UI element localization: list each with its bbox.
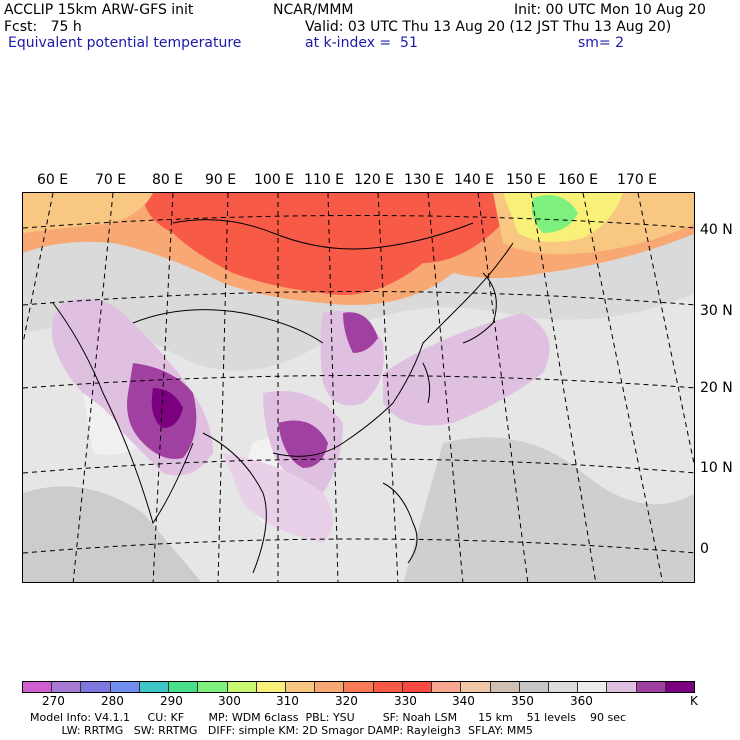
colorbar-swatch (285, 682, 316, 692)
colorbar-swatch (461, 682, 491, 692)
colorbar-swatch (110, 682, 140, 692)
lon-label: 120 E (354, 172, 395, 188)
colorbar-swatch (665, 682, 695, 692)
colorbar-swatch (402, 682, 433, 692)
colorbar-swatch (344, 682, 374, 692)
colorbar-swatch (81, 682, 111, 692)
colorbar-swatch (198, 682, 228, 692)
valid-time: Valid: 03 UTC Thu 13 Aug 20 (12 JST Thu … (305, 19, 672, 35)
colorbar-swatch (227, 682, 257, 692)
colorbar-tick: 280 (101, 694, 124, 708)
colorbar-swatch (519, 682, 549, 692)
lat-label: 40 N (700, 222, 733, 238)
lon-label: 110 E (304, 172, 345, 188)
colorbar-tick: 330 (394, 694, 417, 708)
model-title: ACCLIP 15km ARW-GFS init (4, 2, 194, 18)
lon-label: 140 E (454, 172, 495, 188)
forecast-hour: Fcst: 75 h (4, 19, 82, 35)
colorbar-tick: 340 (452, 694, 475, 708)
lat-label: 30 N (700, 303, 733, 319)
colorbar-swatch (52, 682, 82, 692)
colorbar-swatch (169, 682, 199, 692)
colorbar-tick: 310 (276, 694, 299, 708)
map-panel (22, 192, 695, 583)
colorbar-tick: 290 (160, 694, 183, 708)
colorbar-tick: 270 (42, 694, 65, 708)
lat-label: 10 N (700, 460, 733, 476)
colorbar-swatch (548, 682, 579, 692)
colorbar-swatch (23, 682, 53, 692)
colorbar-swatch (578, 682, 608, 692)
colorbar-tick: 320 (335, 694, 358, 708)
field-name: Equivalent potential temperature (8, 35, 242, 51)
lon-label: 100 E (254, 172, 295, 188)
level-index: at k-index = 51 (305, 35, 418, 51)
institution-label: NCAR/MMM (273, 2, 354, 18)
colorbar-tick: 300 (218, 694, 241, 708)
lon-label: 60 E (37, 172, 69, 188)
colorbar-swatch (607, 682, 637, 692)
lon-label: 170 E (617, 172, 658, 188)
lon-label: 160 E (558, 172, 599, 188)
model-info-line2: LW: RRTMG SW: RRTMG DIFF: simple KM: 2D … (30, 724, 533, 737)
colorbar (22, 681, 695, 693)
colorbar-tick: 350 (511, 694, 534, 708)
lon-label: 80 E (152, 172, 184, 188)
colorbar-swatch (636, 682, 666, 692)
lon-label: 150 E (506, 172, 547, 188)
colorbar-swatch (139, 682, 170, 692)
colorbar-swatch (432, 682, 462, 692)
map-field-plot (23, 193, 694, 582)
colorbar-swatch (315, 682, 345, 692)
lon-label: 130 E (404, 172, 445, 188)
smoothing-label: sm= 2 (578, 35, 625, 51)
lon-label: 90 E (205, 172, 237, 188)
lat-label: 20 N (700, 380, 733, 396)
colorbar-swatch (490, 682, 520, 692)
lon-label: 70 E (95, 172, 127, 188)
colorbar-unit: K (690, 694, 698, 708)
model-info-line1: Model Info: V4.1.1 CU: KF MP: WDM 6class… (30, 711, 627, 724)
colorbar-swatch (256, 682, 286, 692)
init-time: Init: 00 UTC Mon 10 Aug 20 (514, 2, 706, 18)
lat-label: 0 (700, 541, 709, 557)
colorbar-swatch (373, 682, 403, 692)
colorbar-tick: 360 (570, 694, 593, 708)
